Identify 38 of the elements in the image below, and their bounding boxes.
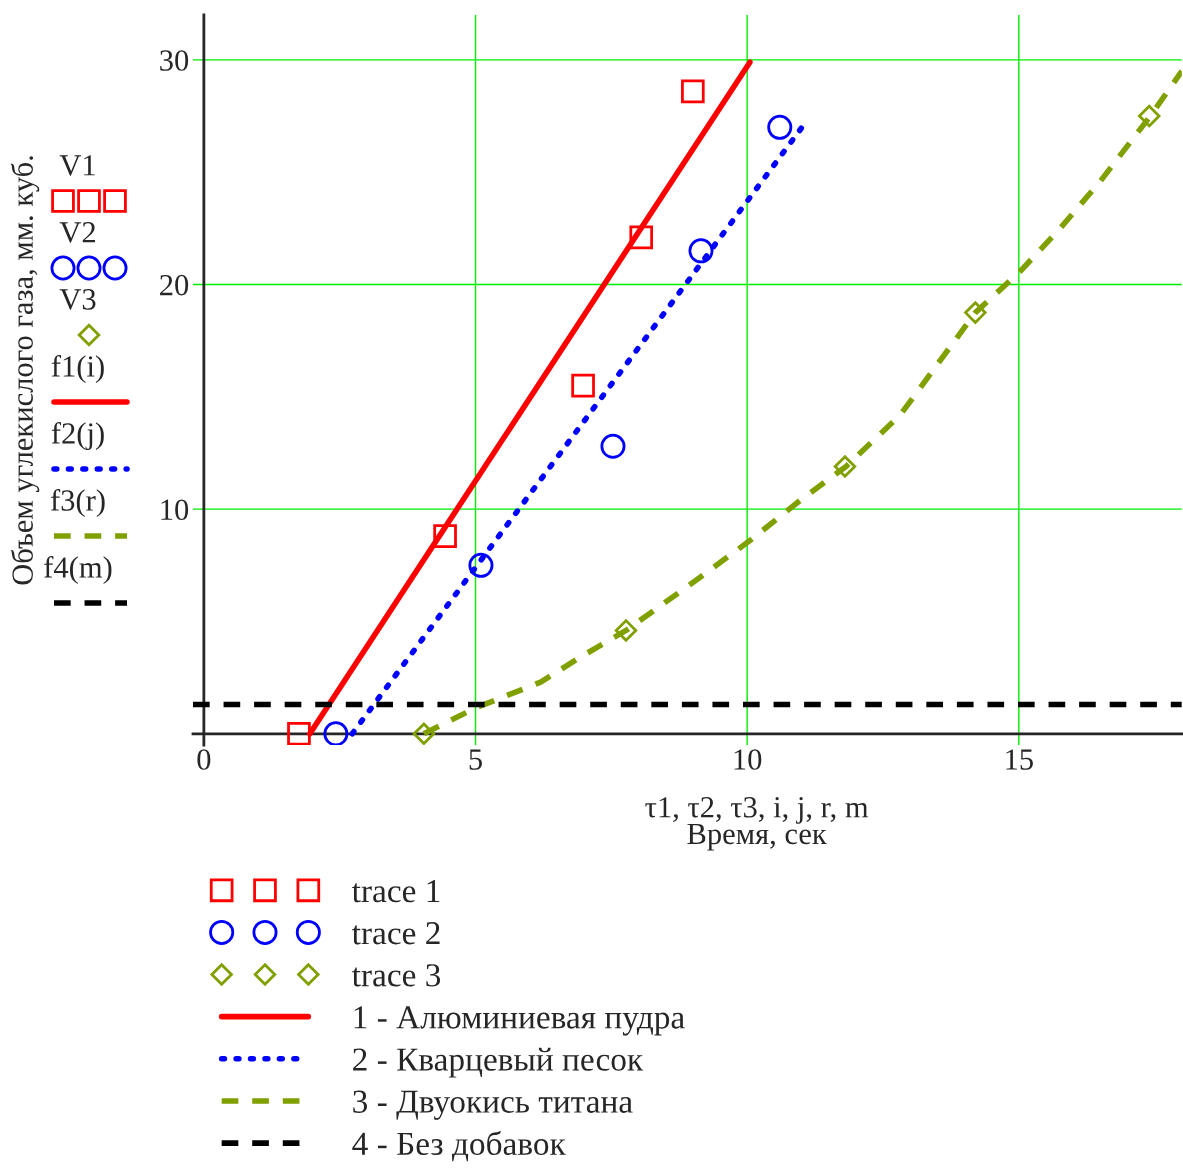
x-tick-label: 0: [197, 749, 211, 770]
legend-label: trace 2: [351, 922, 440, 945]
x-tick-label: 15: [1006, 749, 1033, 770]
text: V3: [59, 289, 96, 310]
x-axis-title: τ1, τ2, τ3, i, j, r, m Время, сек: [645, 797, 869, 851]
y-tick-label: 10: [161, 499, 189, 521]
text: V1: [59, 155, 95, 176]
point: [287, 721, 311, 745]
legend-label: trace 1: [351, 879, 440, 903]
text: f4(m): [44, 555, 112, 585]
legend-label: 4 - Без добавок: [352, 1130, 566, 1162]
legend-label: trace 3: [351, 964, 441, 987]
text: V2: [59, 222, 95, 243]
point: [571, 373, 595, 398]
text: f3(r): [50, 488, 105, 518]
y-axis-title: Объем углекислого газа, мм. куб.: [10, 156, 40, 585]
point: [600, 433, 626, 459]
legend-label: 1 - Алюминиевая пудра: [354, 1006, 685, 1036]
point: [681, 79, 705, 104]
legend-label: 2 - Кварцевый песок: [353, 1047, 644, 1078]
x-tick-label: 5: [469, 749, 482, 770]
point: [323, 721, 349, 745]
point: [629, 225, 654, 250]
point: [614, 619, 638, 642]
legend-label: 3 - Двуокись титана: [353, 1090, 633, 1120]
text: f1(i): [51, 354, 104, 384]
point: [688, 238, 714, 264]
text: f2(j): [51, 421, 104, 451]
point: [1138, 104, 1161, 128]
point: [833, 455, 857, 478]
point: [468, 552, 494, 578]
y-tick-label: 20: [160, 274, 189, 296]
point: [767, 114, 793, 140]
point: [964, 301, 987, 324]
point: [412, 722, 436, 745]
x-tick-label: 10: [734, 749, 762, 770]
point: [433, 524, 457, 548]
y-tick-label: 30: [160, 50, 189, 71]
